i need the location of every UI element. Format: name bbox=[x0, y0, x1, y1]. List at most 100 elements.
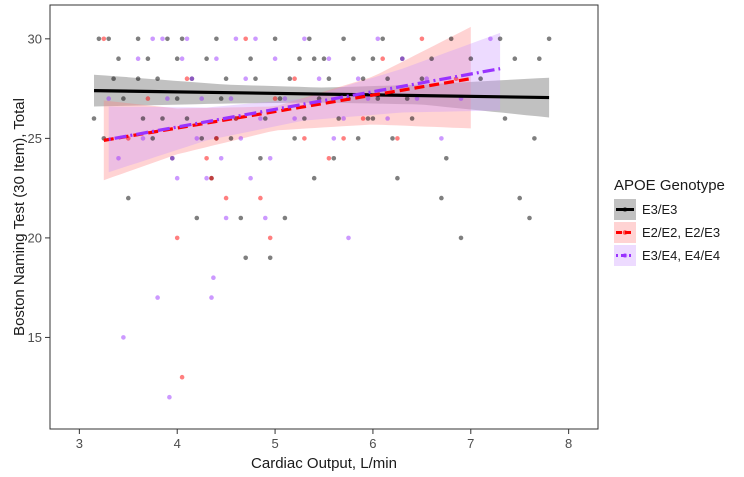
data-point-series-0-1 bbox=[96, 36, 102, 42]
data-point-series-0-14 bbox=[165, 36, 170, 42]
data-point-series-0-71 bbox=[458, 235, 464, 241]
data-point-series-0-78 bbox=[527, 215, 532, 221]
data-point-series-0-38 bbox=[277, 96, 283, 101]
data-point-series-0-10 bbox=[145, 56, 151, 61]
data-point-series-1-4 bbox=[179, 374, 185, 380]
data-point-series-2-0 bbox=[106, 96, 111, 101]
data-point-series-0-79 bbox=[532, 136, 537, 141]
data-point-series-2-36 bbox=[316, 76, 322, 81]
data-point-series-2-12 bbox=[179, 56, 185, 61]
data-point-series-2-2 bbox=[121, 335, 126, 340]
data-point-series-0-26 bbox=[218, 96, 224, 101]
data-point-series-0-36 bbox=[267, 255, 273, 261]
data-point-series-0-70 bbox=[448, 36, 454, 42]
data-point-series-2-32 bbox=[272, 56, 278, 61]
data-point-series-0-53 bbox=[351, 56, 356, 61]
data-point-series-0-0 bbox=[91, 116, 97, 121]
data-point-series-0-40 bbox=[287, 76, 293, 81]
data-point-series-1-19 bbox=[360, 116, 366, 121]
x-tick-label-3: 6 bbox=[369, 436, 376, 451]
data-point-series-0-32 bbox=[248, 56, 253, 61]
data-point-series-2-35 bbox=[302, 36, 307, 42]
x-tick-label-2: 5 bbox=[271, 436, 278, 451]
data-point-series-1-12 bbox=[258, 195, 263, 201]
data-point-series-0-68 bbox=[439, 195, 444, 201]
data-point-series-0-2 bbox=[106, 36, 111, 42]
legend-key-0 bbox=[614, 199, 636, 220]
data-point-series-0-37 bbox=[272, 36, 278, 42]
data-point-series-0-45 bbox=[311, 175, 317, 181]
data-point-series-2-41 bbox=[355, 76, 361, 81]
data-point-series-0-65 bbox=[409, 116, 415, 121]
data-point-series-0-69 bbox=[444, 156, 449, 161]
legend-label-1: E2/E2, E2/E3 bbox=[642, 225, 720, 240]
data-point-series-2-50 bbox=[488, 36, 493, 42]
data-point-series-2-22 bbox=[223, 215, 229, 221]
y-tick-label-0: 15 bbox=[28, 330, 42, 345]
data-point-series-0-54 bbox=[355, 136, 361, 141]
data-point-series-0-84 bbox=[311, 56, 317, 61]
data-point-series-2-23 bbox=[228, 96, 234, 101]
data-point-series-0-8 bbox=[135, 36, 141, 42]
fit-line-series-0 bbox=[94, 88, 550, 100]
data-point-series-2-28 bbox=[253, 36, 258, 42]
data-point-series-1-7 bbox=[209, 175, 214, 181]
data-point-series-2-30 bbox=[263, 215, 268, 221]
data-point-series-0-5 bbox=[121, 96, 126, 101]
data-point-series-2-38 bbox=[331, 136, 337, 141]
data-point-series-2-48 bbox=[439, 136, 444, 141]
data-point-series-2-5 bbox=[150, 36, 155, 42]
data-point-series-1-6 bbox=[204, 156, 209, 161]
legend-label-2: E3/E4, E4/E4 bbox=[642, 248, 720, 263]
data-point-series-2-33 bbox=[282, 96, 288, 101]
legend-key-1 bbox=[614, 222, 636, 243]
data-point-series-0-13 bbox=[160, 116, 165, 121]
data-point-series-2-37 bbox=[326, 56, 332, 61]
data-point-series-1-21 bbox=[395, 136, 400, 141]
data-point-series-0-25 bbox=[214, 36, 219, 42]
data-point-series-0-59 bbox=[380, 36, 386, 42]
data-point-series-1-3 bbox=[174, 235, 180, 241]
data-point-series-0-16 bbox=[174, 96, 180, 101]
data-point-series-0-12 bbox=[155, 76, 160, 81]
data-point-series-0-62 bbox=[395, 175, 400, 181]
data-point-series-0-47 bbox=[321, 56, 327, 61]
data-point-series-1-8 bbox=[214, 136, 219, 141]
data-point-series-1-22 bbox=[419, 36, 425, 42]
legend-label-0: E3/E3 bbox=[642, 202, 677, 217]
data-point-series-0-73 bbox=[478, 76, 483, 81]
data-point-series-0-22 bbox=[199, 136, 204, 141]
data-point-series-0-7 bbox=[135, 76, 141, 81]
legend-key-2 bbox=[614, 245, 636, 266]
legend-key-point-2 bbox=[622, 253, 628, 258]
data-point-series-0-30 bbox=[238, 215, 244, 221]
data-point-series-0-81 bbox=[546, 36, 552, 42]
data-point-series-0-56 bbox=[365, 116, 371, 121]
data-point-series-0-31 bbox=[243, 255, 248, 261]
fit-lines bbox=[94, 67, 550, 142]
data-point-series-2-9 bbox=[167, 394, 172, 400]
data-point-series-0-66 bbox=[419, 76, 425, 81]
data-point-series-0-42 bbox=[297, 56, 302, 61]
data-point-series-0-3 bbox=[111, 76, 116, 81]
confidence-band-series-1 bbox=[103, 26, 471, 181]
data-point-series-2-42 bbox=[365, 96, 371, 101]
data-point-series-0-48 bbox=[326, 76, 332, 81]
data-point-series-0-6 bbox=[126, 195, 131, 201]
data-point-series-2-6 bbox=[155, 295, 160, 300]
data-point-series-2-34 bbox=[292, 116, 297, 121]
data-point-series-0-43 bbox=[302, 116, 307, 121]
data-point-series-2-25 bbox=[238, 136, 244, 141]
x-tick-label-0: 3 bbox=[76, 436, 83, 451]
data-point-series-1-0 bbox=[101, 36, 107, 42]
data-point-series-2-17 bbox=[204, 175, 209, 181]
data-point-series-2-3 bbox=[135, 56, 141, 61]
data-point-series-1-2 bbox=[145, 96, 151, 101]
data-point-series-1-16 bbox=[302, 136, 307, 141]
data-point-series-2-20 bbox=[214, 56, 219, 61]
data-point-series-0-41 bbox=[292, 136, 297, 141]
plot-panel-border bbox=[49, 4, 599, 430]
data-point-series-0-60 bbox=[385, 76, 390, 81]
data-point-series-2-26 bbox=[243, 76, 248, 81]
data-point-series-0-35 bbox=[263, 116, 268, 121]
